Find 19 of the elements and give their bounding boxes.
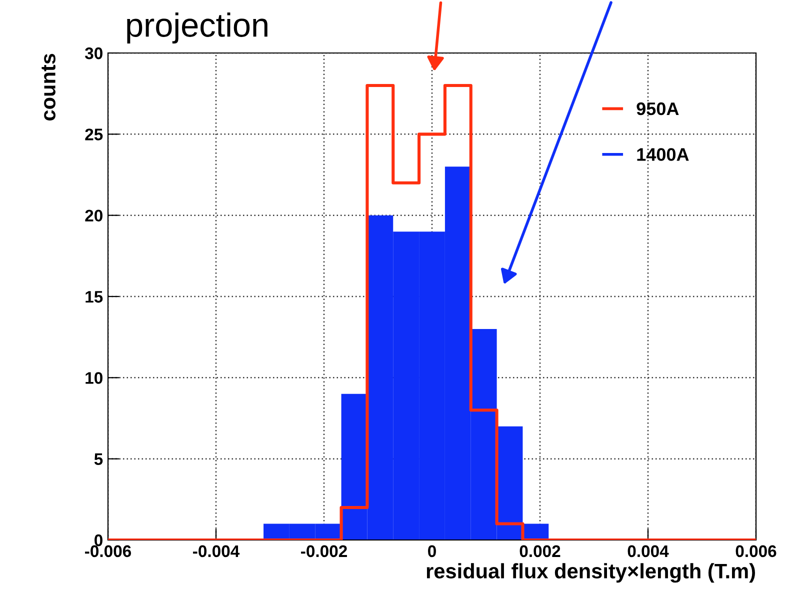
x-tick-label: -0.004 bbox=[193, 545, 240, 558]
y-tick-label: 30 bbox=[84, 47, 102, 60]
y-axis-title: counts bbox=[42, 54, 56, 120]
chart-title: projection bbox=[127, 12, 268, 44]
x-axis-title: residual flux density×length (T.m) bbox=[426, 563, 755, 583]
y-tick-label: 5 bbox=[94, 453, 103, 466]
y-tick-label: 10 bbox=[86, 372, 102, 384]
y-tick-label: 25 bbox=[85, 128, 103, 140]
x-tick-label: -0.006 bbox=[85, 545, 132, 558]
y-tick-label: 15 bbox=[86, 291, 103, 303]
legend-label: 950A bbox=[636, 102, 679, 116]
x-tick-label: 0.002 bbox=[520, 545, 560, 558]
x-tick-label: 0.004 bbox=[628, 545, 669, 558]
y-tick-label: 20 bbox=[85, 210, 102, 222]
x-tick-label: -0.002 bbox=[301, 545, 347, 558]
legend-label: 1400A bbox=[637, 148, 689, 161]
x-tick-label: 0 bbox=[428, 545, 436, 558]
y-tick-label: 0 bbox=[94, 534, 102, 546]
x-tick-label: 0.006 bbox=[736, 545, 776, 558]
